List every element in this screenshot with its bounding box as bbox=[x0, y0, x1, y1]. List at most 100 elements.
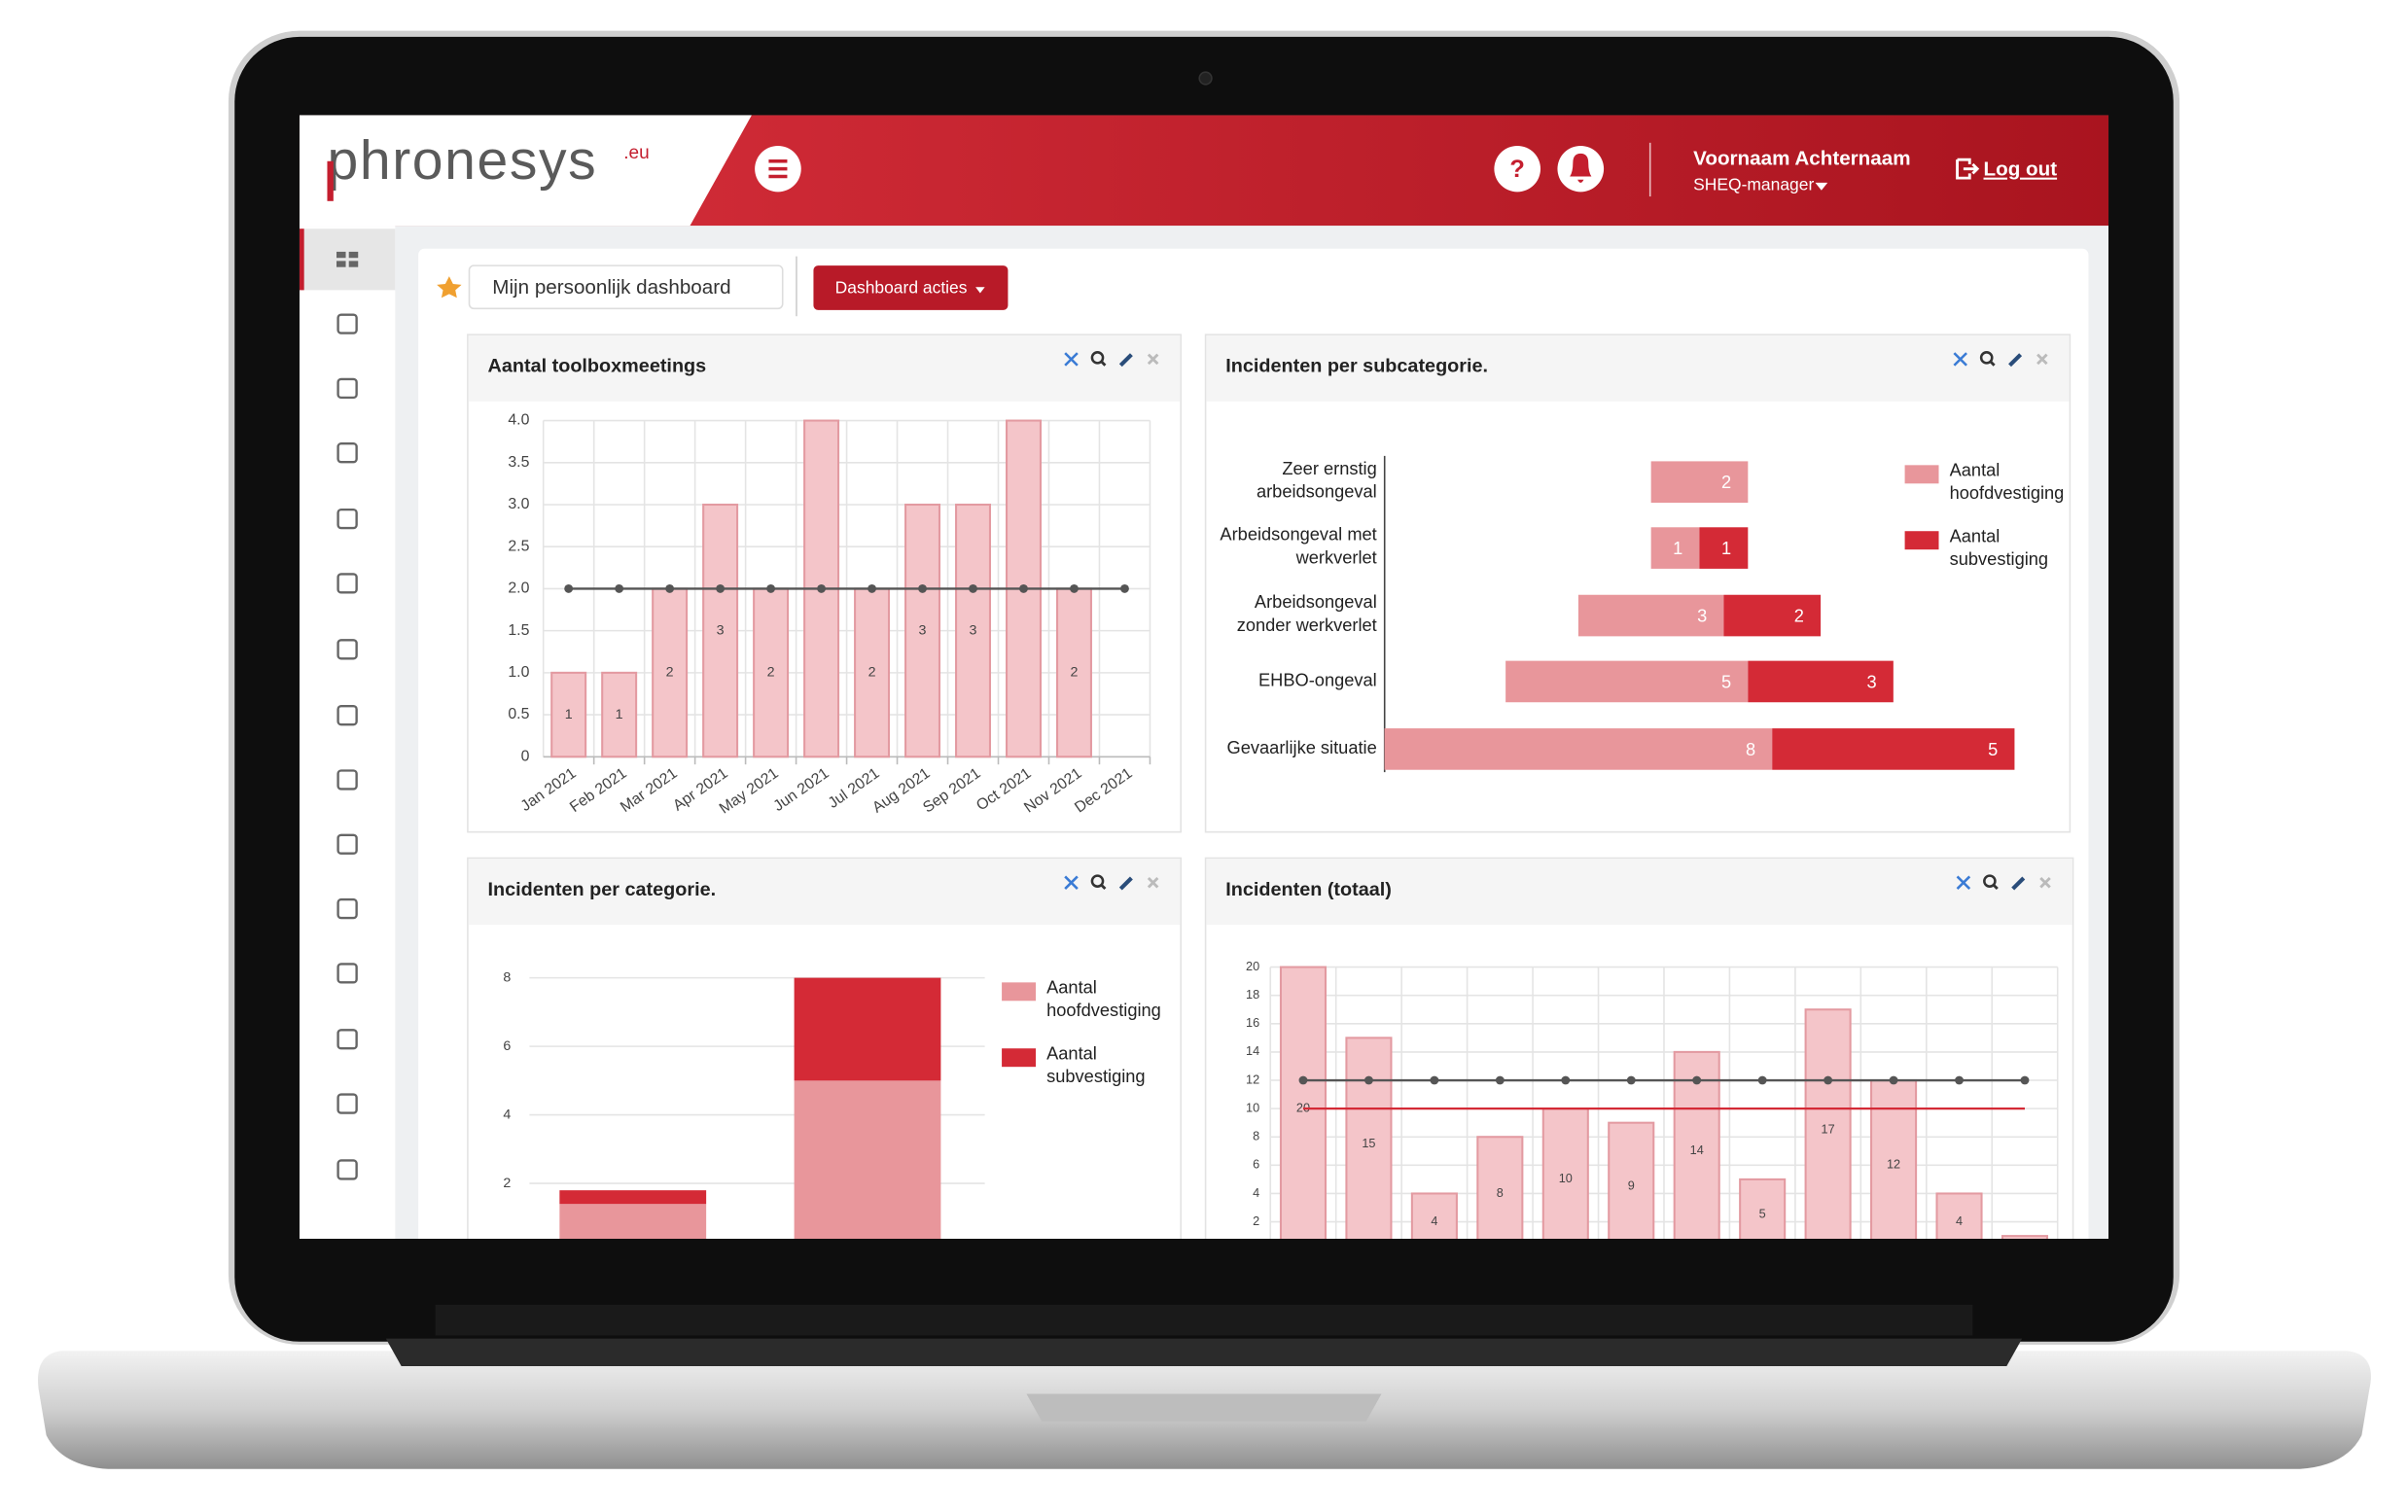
value-label: 14 bbox=[1690, 1143, 1704, 1157]
logout-icon bbox=[1956, 158, 1980, 180]
expand-icon[interactable] bbox=[1064, 875, 1079, 890]
line-marker bbox=[1495, 1075, 1505, 1085]
category-label: Arbeidsongeval met werkverlet bbox=[1220, 526, 1377, 569]
legend-label: Aantal subvestiging bbox=[1949, 528, 2049, 570]
sidebar-icon bbox=[336, 897, 358, 920]
caret bbox=[1815, 182, 1828, 191]
y-tick-label: 6 bbox=[1253, 1158, 1259, 1172]
line-marker bbox=[564, 584, 574, 593]
expand-icon[interactable] bbox=[1064, 352, 1079, 367]
line-marker bbox=[868, 584, 877, 593]
sidebar-icon bbox=[348, 251, 359, 259]
expand-icon[interactable] bbox=[1956, 875, 1971, 890]
line-marker bbox=[766, 584, 776, 593]
value-label: 1 bbox=[616, 707, 623, 722]
y-tick-label: 6 bbox=[503, 1038, 511, 1054]
widget-header bbox=[1206, 859, 2072, 926]
sidebar-icon bbox=[336, 508, 358, 530]
close-icon[interactable] bbox=[2036, 353, 2048, 366]
widget-title: Incidenten per subcategorie. bbox=[1225, 356, 1488, 377]
sidebar-icon bbox=[336, 251, 346, 259]
line-marker bbox=[1070, 584, 1079, 593]
bar bbox=[1739, 1178, 1787, 1239]
value-label: 2 bbox=[1721, 473, 1731, 492]
y-tick-label: 2 bbox=[1253, 1214, 1259, 1228]
legend-label-box: Aantal subvestiging bbox=[1046, 1045, 1145, 1087]
y-tick-label: 8 bbox=[503, 969, 511, 985]
edit-icon[interactable] bbox=[1118, 353, 1133, 368]
sidebar-icon bbox=[336, 261, 346, 267]
legend-swatch bbox=[1002, 982, 1036, 1002]
line-marker bbox=[1955, 1075, 1964, 1085]
y-tick-label: 14 bbox=[1246, 1044, 1259, 1058]
value-label: 1 bbox=[1721, 539, 1731, 558]
notch bbox=[1026, 1393, 1382, 1422]
value-label: 8 bbox=[1497, 1186, 1504, 1200]
charts: Aantal toolboxmeetings 0 0.5 1.0 1.5 2.0 2.5 3.… bbox=[467, 334, 2074, 1239]
bar bbox=[1723, 594, 1822, 637]
search-icon[interactable] bbox=[1979, 351, 1994, 365]
line-marker bbox=[2020, 1075, 2030, 1085]
value-label: 1 bbox=[1673, 539, 1682, 558]
edit-icon[interactable] bbox=[1118, 876, 1133, 891]
search-icon[interactable] bbox=[1090, 874, 1105, 888]
line-marker bbox=[716, 584, 726, 593]
sidebar-icon bbox=[336, 377, 358, 400]
y-tick-label: 8 bbox=[1253, 1130, 1259, 1143]
sidebar-icon bbox=[336, 1159, 358, 1180]
sidebar-icon bbox=[336, 1029, 358, 1050]
menu-icon bbox=[768, 159, 788, 179]
value-label: 2 bbox=[767, 665, 775, 681]
legend-swatch bbox=[1904, 531, 1939, 550]
y-tick-label: 2 bbox=[503, 1176, 511, 1191]
user-role[interactable]: SHEQ-manager bbox=[1693, 175, 1814, 194]
sidebar-active bbox=[299, 229, 396, 291]
y-tick-label: 1.5 bbox=[508, 622, 529, 639]
logo-accent bbox=[327, 160, 334, 201]
widget-title: Incidenten (totaal) bbox=[1225, 879, 1392, 900]
bar bbox=[1608, 1121, 1655, 1239]
bar bbox=[1541, 1108, 1589, 1239]
bar bbox=[1699, 527, 1749, 569]
line-marker bbox=[1692, 1075, 1702, 1085]
dashboard-select[interactable] bbox=[468, 264, 784, 310]
bar bbox=[1935, 1192, 1983, 1239]
hinge bbox=[435, 1304, 1973, 1336]
sidebar-icon bbox=[336, 963, 358, 984]
logo-area bbox=[299, 115, 752, 227]
search-icon[interactable] bbox=[1983, 874, 1997, 888]
category-label: Arbeidsongeval zonder werkverlet bbox=[1236, 593, 1377, 636]
legend-swatch bbox=[1904, 465, 1939, 484]
close-icon[interactable] bbox=[1147, 877, 1159, 889]
widget: Incidenten per subcategorie. Zeer ernstig… bbox=[1204, 334, 2072, 833]
category-label: Gevaarlijke situatie bbox=[1226, 739, 1377, 758]
close-icon[interactable] bbox=[1147, 353, 1159, 366]
widget-header bbox=[1206, 334, 2070, 402]
favorite-star[interactable] bbox=[437, 276, 462, 299]
y-tick-label: 20 bbox=[1246, 960, 1259, 973]
edit-icon[interactable] bbox=[2011, 876, 2026, 891]
logout-link[interactable]: Log out bbox=[1984, 158, 2058, 181]
widget: Incidenten (totaal) 2 4 6 8 10 12 14 16 18 20 20 15 4… bbox=[1204, 857, 2074, 1239]
close-icon[interactable] bbox=[2039, 877, 2051, 889]
bar bbox=[1804, 1008, 1852, 1239]
edit-icon[interactable] bbox=[2008, 353, 2023, 368]
expand-icon[interactable] bbox=[1953, 352, 1967, 367]
actions-button[interactable] bbox=[813, 265, 1009, 310]
line-marker bbox=[665, 584, 675, 593]
category-label-box: Arbeidsongeval met werkverlet bbox=[1220, 526, 1377, 569]
category-label-box: Gevaarlijke situatie bbox=[1226, 739, 1377, 758]
sidebar bbox=[299, 226, 396, 1239]
sidebar-icon bbox=[336, 705, 358, 726]
help-button[interactable] bbox=[1494, 145, 1541, 193]
sidebar-icon bbox=[336, 442, 358, 464]
help-icon: ? bbox=[1509, 156, 1525, 183]
value-label: 3 bbox=[919, 622, 927, 638]
user-name[interactable]: Voornaam Achternaam bbox=[1693, 148, 1910, 170]
search-icon[interactable] bbox=[1090, 351, 1105, 365]
sidebar-icons bbox=[336, 251, 359, 1180]
y-tick-label: 12 bbox=[1246, 1072, 1259, 1086]
legend-label: Aantal hoofdvestiging bbox=[1046, 979, 1161, 1021]
caret bbox=[975, 287, 985, 294]
